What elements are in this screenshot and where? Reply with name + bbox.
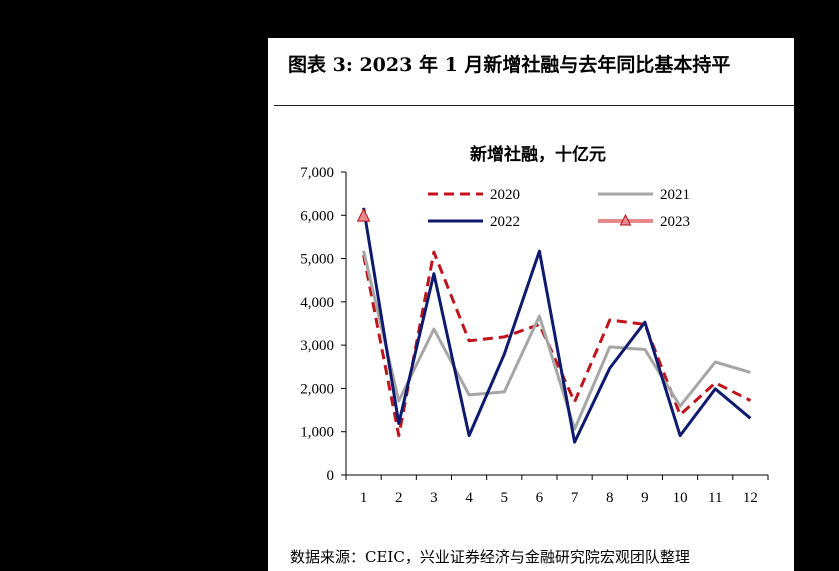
data-source-note: 数据来源：CEIC，兴业证券经济与金融研究院宏观团队整理	[290, 548, 690, 566]
y-tick-label: 6,000	[300, 208, 334, 224]
legend-label-2023: 2023	[660, 214, 690, 230]
x-tick-label: 2	[395, 490, 403, 506]
x-tick-label: 1	[360, 490, 368, 506]
chart-title: 新增社融，十亿元	[470, 144, 606, 165]
legend-marker-2023	[619, 213, 632, 226]
figure-title: 图表 3: 2023 年 1 月新增社融与去年同比基本持平	[288, 54, 731, 76]
series-line-2021	[362, 250, 751, 431]
x-tick-label: 3	[430, 490, 438, 506]
series-line-2020	[362, 250, 752, 438]
x-tick-label: 12	[743, 490, 758, 506]
legend: 2020 2021 2022 2023	[428, 187, 690, 230]
line-chart: 新增社融，十亿元 0 1,000 2,000 3,000 4,000 5,000 6,000…	[300, 144, 769, 506]
series-point-2023	[356, 208, 371, 222]
y-tick-label: 3,000	[300, 338, 334, 354]
x-tick-label: 8	[606, 490, 614, 506]
y-tick-label: 1,000	[300, 425, 334, 441]
figure-panel: 图表 3: 2023 年 1 月新增社融与去年同比基本持平 新增社融，十亿元 0…	[268, 38, 794, 571]
x-tick-label: 7	[571, 490, 579, 506]
y-axis: 0 1,000 2,000 3,000 4,000 5,000 6,000 7,000	[300, 165, 347, 484]
x-tick-label: 11	[708, 490, 722, 506]
legend-label-2022: 2022	[490, 214, 520, 230]
y-tick-label: 0	[327, 468, 335, 484]
y-tick-label: 4,000	[300, 295, 334, 311]
x-tick-label: 9	[641, 490, 649, 506]
y-tick-label: 7,000	[300, 165, 334, 181]
title-divider	[274, 105, 794, 106]
legend-label-2021: 2021	[660, 187, 690, 203]
y-tick-label: 2,000	[300, 381, 334, 397]
x-tick-label: 5	[501, 490, 509, 506]
x-axis: 1 2 3 4 5 6 7 8 9 10 11 12	[345, 474, 769, 506]
y-tick-label: 5,000	[300, 252, 334, 268]
x-tick-label: 6	[536, 490, 544, 506]
legend-label-2020: 2020	[490, 187, 520, 203]
series-layer	[356, 207, 752, 444]
x-tick-label: 10	[673, 490, 688, 506]
x-tick-label: 4	[465, 490, 473, 506]
series-line-2022	[362, 207, 752, 444]
